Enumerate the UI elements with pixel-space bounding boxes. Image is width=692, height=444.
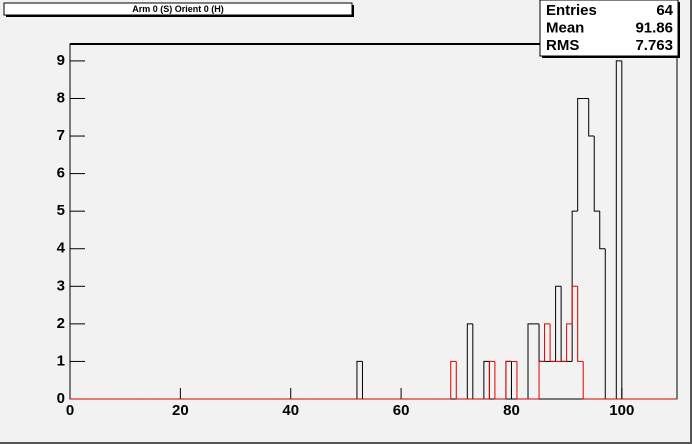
histogram-bin xyxy=(516,361,523,400)
histogram-bin xyxy=(505,360,512,399)
plot: 0 1 2 3 4 5 6 7 8 9 0 20 40 60 80 100 xyxy=(57,43,678,419)
histogram-bin xyxy=(577,97,584,212)
histogram-bin xyxy=(450,360,457,399)
y-tick-label: 4 xyxy=(57,240,66,257)
stats-value: 91.86 xyxy=(635,19,673,36)
histogram-bin xyxy=(593,136,600,212)
chart-title: Arm 0 (S) Orient 0 (H) xyxy=(132,4,224,14)
histogram-bin xyxy=(488,360,495,399)
x-tick-label: 40 xyxy=(282,402,299,419)
x-tick-label: 0 xyxy=(66,402,74,419)
stats-value: 7.763 xyxy=(635,37,673,54)
histogram-bin xyxy=(544,323,551,362)
stats-value: 64 xyxy=(656,2,673,19)
histogram-bin xyxy=(527,323,534,399)
histogram-bin xyxy=(555,285,562,362)
histogram-bin xyxy=(577,286,584,362)
histogram-bin xyxy=(599,211,606,250)
histogram-bin xyxy=(538,360,545,399)
x-tick-label: 60 xyxy=(393,402,410,419)
histogram-bin xyxy=(566,323,573,362)
histogram-bin xyxy=(549,323,556,362)
histogram-bin xyxy=(510,361,517,400)
x-tick-label: 100 xyxy=(609,402,634,419)
y-tick-label: 5 xyxy=(57,202,65,219)
stats-label: Mean xyxy=(546,19,584,36)
y-tick-label: 1 xyxy=(57,352,65,369)
stats-label: RMS xyxy=(546,37,579,54)
histogram-bin xyxy=(356,360,363,399)
histogram-bin xyxy=(494,361,501,400)
histogram-bin xyxy=(466,323,473,399)
stats-box xyxy=(539,0,679,57)
histogram-bin xyxy=(615,60,622,399)
histogram-bin xyxy=(582,361,589,400)
y-tick-label: 3 xyxy=(57,277,65,294)
histogram-bin xyxy=(455,361,462,400)
histogram-bin xyxy=(483,360,490,399)
y-tick-label: 7 xyxy=(57,127,65,144)
stats-label: Entries xyxy=(546,2,597,19)
y-tick-label: 8 xyxy=(57,89,65,106)
histogram-bin xyxy=(571,285,578,324)
y-tick-label: 9 xyxy=(57,52,65,69)
y-tick-label: 0 xyxy=(57,390,65,407)
stats: Entries 64 Mean 91.86 RMS 7.763 xyxy=(546,2,674,54)
histogram-bin xyxy=(588,98,595,137)
y-tick-label: 2 xyxy=(57,315,65,332)
x-tick-label: 20 xyxy=(172,402,189,419)
y-tick-label: 6 xyxy=(57,165,65,182)
x-tick-label: 80 xyxy=(503,402,520,419)
title-box xyxy=(3,2,353,16)
